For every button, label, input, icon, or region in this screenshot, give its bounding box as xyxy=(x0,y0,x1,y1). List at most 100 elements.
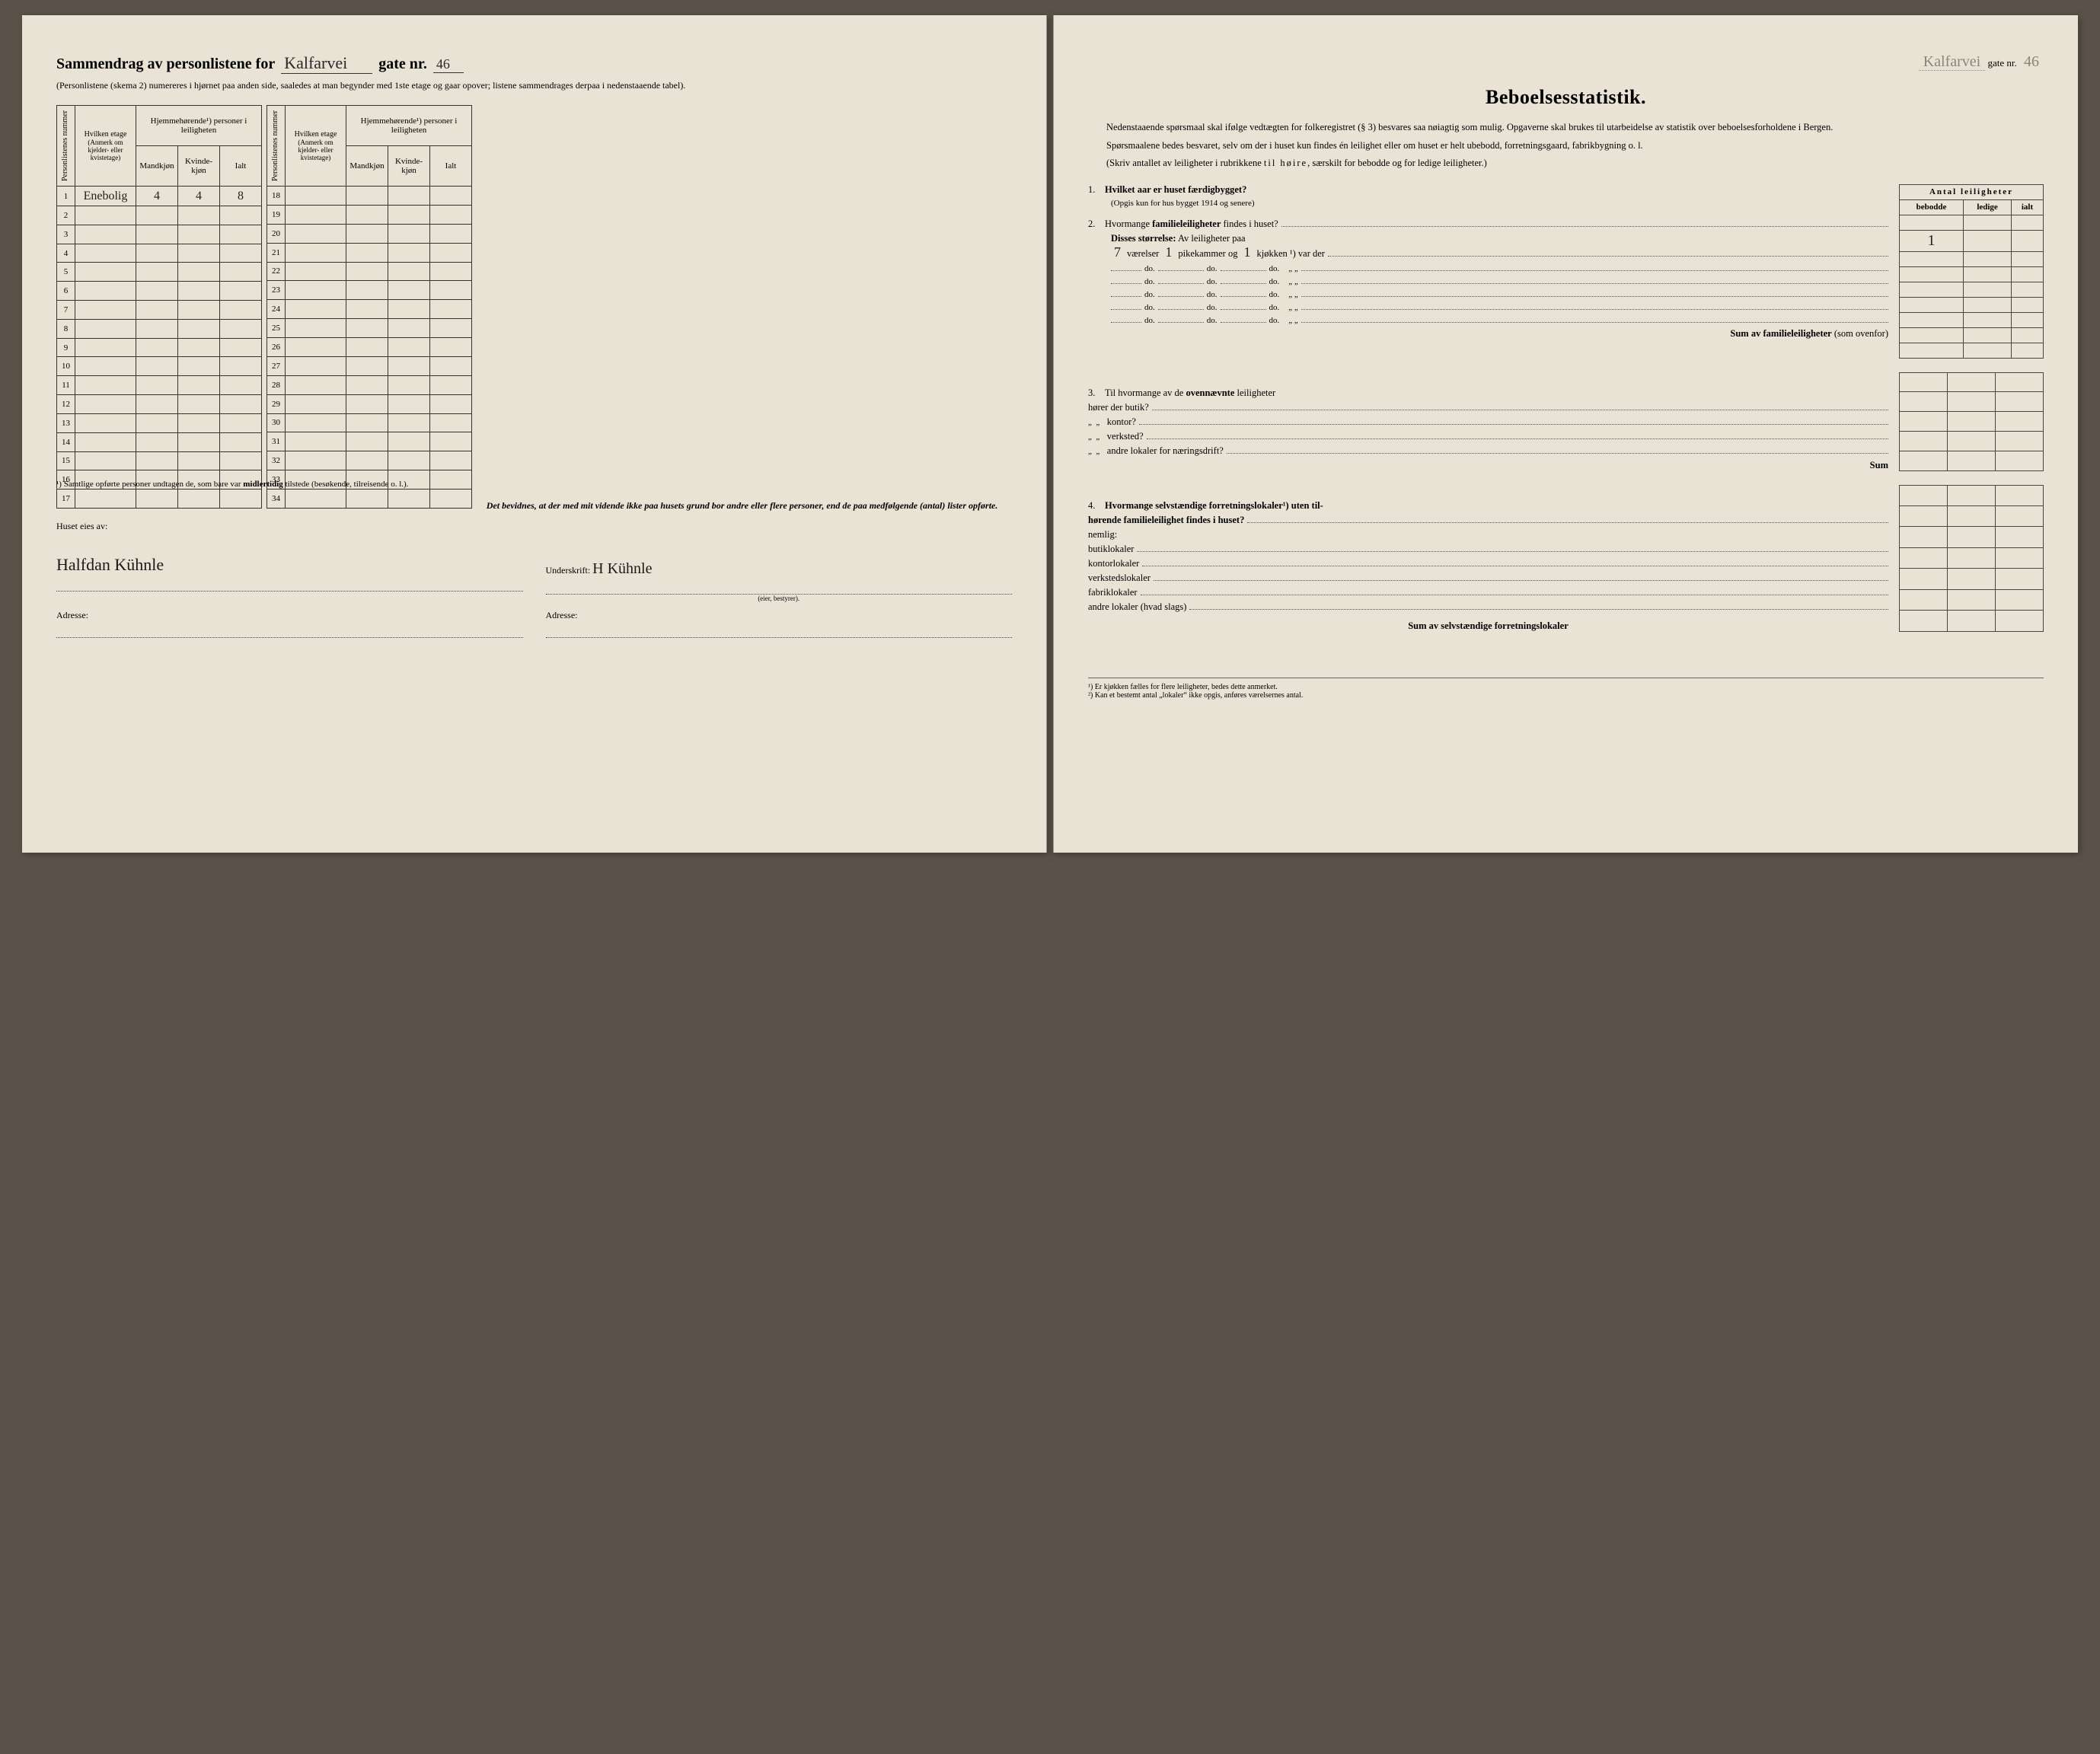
q2-sub-title: Disses størrelse: Av leiligheter paa xyxy=(1111,233,1888,244)
left-title: Sammendrag av personlistene for xyxy=(56,56,275,73)
q4-item: fabriklokaler xyxy=(1088,587,1888,598)
tally-body: 1 xyxy=(1900,215,2044,358)
tally-table-3 xyxy=(1899,372,2044,471)
q4a: 4. Hvormange selvstændige forretningslok… xyxy=(1088,500,1888,512)
left-subnote: (Personlistene (skema 2) numereres i hjø… xyxy=(56,80,1012,91)
tally-table: Antal leiligheter bebodde ledige ialt 1 xyxy=(1899,184,2044,359)
col-etage: Hvilken etage (Anmerk om kjelder- eller … xyxy=(75,106,136,187)
gate-num-handwritten: 46 xyxy=(433,56,464,73)
underskrift-signature: H Kühnle xyxy=(592,560,652,577)
q3-item: „ „ andre lokaler for næringsdrift? xyxy=(1088,445,1888,457)
col-mand: Mandkjøn xyxy=(136,146,178,187)
q4-items: butiklokalerkontorlokalerverkstedslokale… xyxy=(1088,544,1888,613)
q3-items: hører der butik? „ „ kontor? „ „ verksted?… xyxy=(1088,402,1888,457)
table-row: 29 xyxy=(267,394,472,413)
col-hjemme: Hjemmehørende¹) personer i leiligheten xyxy=(136,106,262,146)
q4-sum: Sum av selvstændige forretningslokaler xyxy=(1088,620,1888,632)
underskrift-adresse-label: Adresse: xyxy=(546,610,1013,621)
table-row: 17 xyxy=(57,490,262,509)
table-row: 7 xyxy=(57,301,262,320)
table-row: 28 xyxy=(267,375,472,394)
intro-3: (Skriv antallet av leiligheter i rubrikk… xyxy=(1088,157,2044,171)
owner-col: Huset eies av: Halfdan Kühnle Adresse: xyxy=(56,521,523,638)
underskrift-col: Underskrift: H Kühnle (eier, bestyrer). … xyxy=(546,521,1013,638)
table-row: 5 xyxy=(57,263,262,282)
room-row: 7værelser 1pikekammer og 1kjøkken ¹) var… xyxy=(1111,244,1888,260)
q3-item: „ „ verksted? xyxy=(1088,431,1888,442)
q4-item: andre lokaler (hvad slags) xyxy=(1088,601,1888,613)
page-left: Sammendrag av personlistene for Kalfarve… xyxy=(22,15,1047,853)
q3-sum: Sum xyxy=(1088,460,1888,471)
tally-bebodde: bebodde xyxy=(1900,199,1964,215)
table-row: 4 xyxy=(57,244,262,263)
table-row: 6 xyxy=(57,282,262,301)
table-row: 26 xyxy=(267,338,472,357)
table-row: 30 xyxy=(267,413,472,432)
table-row: 22 xyxy=(267,262,472,281)
table-row: 10 xyxy=(57,357,262,376)
table-row: 8 xyxy=(57,319,262,338)
table-row: 18 xyxy=(267,187,472,206)
table-row: 12 xyxy=(57,395,262,414)
certify-text: Det bevidnes, at der med mit vidende ikk… xyxy=(487,499,1012,512)
person-tables: Personlistenes nummer Hvilken etage (Anm… xyxy=(56,105,1012,472)
person-table-a-body: 1Enebolig448234567891011121314151617 xyxy=(57,187,262,509)
table-row: 2 xyxy=(57,206,262,225)
q1: 1. Hvilket aar er huset færdigbygget? xyxy=(1088,184,1888,196)
right-gate-label: gate nr. xyxy=(1987,57,2016,69)
q4-item: verkstedslokaler xyxy=(1088,572,1888,584)
q3-item: „ „ kontor? xyxy=(1088,416,1888,428)
table-row: 27 xyxy=(267,356,472,375)
table-row: 20 xyxy=(267,224,472,243)
tally-ledige: ledige xyxy=(1964,199,2012,215)
q2-sum: Sum av familieleiligheter (som ovenfor) xyxy=(1088,328,1888,340)
right-gate-num: 46 xyxy=(2019,53,2044,70)
table-row: 21 xyxy=(267,243,472,262)
right-footnotes: ¹) Er kjøkken fælles for flere leilighet… xyxy=(1088,678,2044,700)
tally-table-4 xyxy=(1899,485,2044,632)
section-3-wrap: 3. Til hvormange av de ovennævnte leilig… xyxy=(1088,372,2044,471)
document-spread: Sammendrag av personlistene for Kalfarve… xyxy=(22,15,2078,853)
table-row: 24 xyxy=(267,300,472,319)
q3-item: hører der butik? xyxy=(1088,402,1888,413)
footnote-2: ²) Kan et bestemt antal „lokaler“ ikke o… xyxy=(1088,691,2044,700)
q2: 2. Hvormange familieleiligheter findes i… xyxy=(1088,218,1888,230)
room-row: do.do.do.„ „ xyxy=(1111,302,1888,312)
col-kvinde: Kvinde-kjøn xyxy=(178,146,220,187)
signature-area: Huset eies av: Halfdan Kühnle Adresse: U… xyxy=(56,521,1012,638)
tally-head: Antal leiligheter xyxy=(1900,184,2044,199)
underskrift-tiny: (eier, bestyrer). xyxy=(546,595,1013,602)
table-row: 31 xyxy=(267,432,472,451)
table-row: 32 xyxy=(267,451,472,470)
table-row: 25 xyxy=(267,319,472,338)
owner-label: Huset eies av: xyxy=(56,521,523,532)
owner-signature: Halfdan Kühnle xyxy=(56,555,523,575)
room-row: do.do.do.„ „ xyxy=(1111,276,1888,286)
intro-2: Spørsmaalene bedes besvaret, selv om der… xyxy=(1088,139,2044,153)
table-row: 3 xyxy=(57,225,262,244)
table-row: 1Enebolig448 xyxy=(57,187,262,206)
section-3: 3. Til hvormange av de ovennævnte leilig… xyxy=(1088,387,1888,471)
q4b: hørende familieleilighet findes i huset? xyxy=(1088,515,1888,526)
intro-1: Nedenstaaende spørsmaal skal ifølge vedt… xyxy=(1088,121,2044,135)
table-row: 15 xyxy=(57,451,262,470)
table-row: 13 xyxy=(57,413,262,432)
questions-left: 1. Hvilket aar er huset færdigbygget? (O… xyxy=(1088,184,1888,359)
left-header: Sammendrag av personlistene for Kalfarve… xyxy=(56,53,1012,74)
person-table-b-body: 1819202122232425262728293031323334 xyxy=(267,187,472,509)
table-row: 11 xyxy=(57,376,262,395)
questions-with-tally: 1. Hvilket aar er huset færdigbygget? (O… xyxy=(1088,184,2044,359)
table-row: 9 xyxy=(57,338,262,357)
owner-adresse-label: Adresse: xyxy=(56,610,523,621)
table-row: 19 xyxy=(267,205,472,224)
left-footnote: ¹) Samtlige opførte personer undtagen de… xyxy=(56,480,1012,489)
room-row: do.do.do.„ „ xyxy=(1111,263,1888,273)
q3: 3. Til hvormange av de ovennævnte leilig… xyxy=(1088,387,1888,399)
right-top-row: Kalfarvei gate nr. 46 xyxy=(1088,53,2044,71)
person-table-b: Personlistenes nummer Hvilken etage (Anm… xyxy=(266,105,472,509)
table-row: 23 xyxy=(267,281,472,300)
underskrift-label: Underskrift: xyxy=(546,565,591,576)
room-row: do.do.do.„ „ xyxy=(1111,289,1888,299)
table-row: 34 xyxy=(267,490,472,509)
tally-q2-bebodde: 1 xyxy=(1900,230,1964,251)
